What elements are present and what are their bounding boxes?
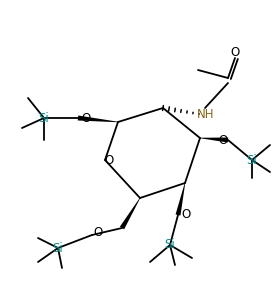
- Text: O: O: [93, 226, 103, 240]
- Polygon shape: [176, 183, 185, 215]
- Text: O: O: [81, 111, 91, 124]
- Text: Si: Si: [164, 238, 175, 251]
- Text: O: O: [181, 209, 191, 221]
- Text: Si: Si: [53, 242, 63, 255]
- Text: O: O: [104, 154, 114, 166]
- Polygon shape: [78, 115, 118, 122]
- Text: Si: Si: [247, 154, 258, 166]
- Text: NH: NH: [197, 109, 215, 122]
- Text: O: O: [218, 134, 228, 147]
- Polygon shape: [200, 137, 228, 143]
- Text: O: O: [230, 46, 240, 60]
- Text: Si: Si: [39, 111, 49, 124]
- Polygon shape: [120, 198, 140, 229]
